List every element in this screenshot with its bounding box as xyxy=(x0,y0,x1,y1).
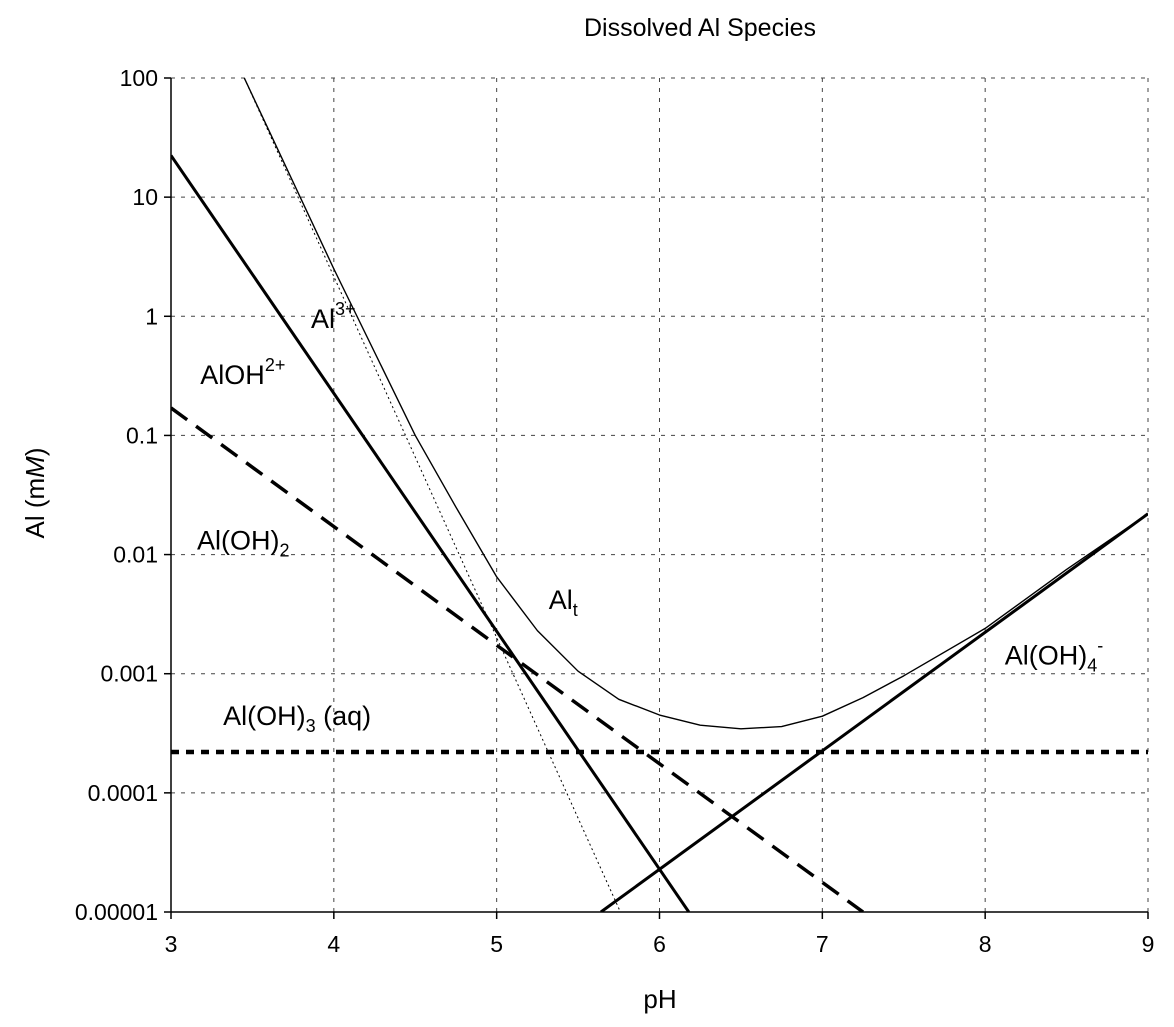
annotation-alt: Alt xyxy=(549,585,578,620)
x-tick-label: 6 xyxy=(653,931,666,957)
annotation-aloh3: Al(OH)3 (aq) xyxy=(223,701,371,736)
y-tick-label: 0.01 xyxy=(113,542,158,568)
x-tick-label: 7 xyxy=(816,931,829,957)
x-tick-label: 5 xyxy=(490,931,503,957)
series-group xyxy=(171,78,1148,912)
y-tick-label: 0.0001 xyxy=(88,780,158,806)
y-tick-label: 1 xyxy=(145,303,158,329)
x-tick-label: 4 xyxy=(327,931,340,957)
x-tick-label: 8 xyxy=(979,931,992,957)
y-tick-label: 0.00001 xyxy=(75,899,158,925)
x-tick-label: 3 xyxy=(165,931,178,957)
x-ticks: 3 4 5 6 7 8 9 xyxy=(165,912,1155,957)
annotation-aloh4: Al(OH)4- xyxy=(1005,635,1104,675)
y-ticks: 0.00001 0.0001 0.001 0.01 0.1 1 10 100 xyxy=(75,65,171,925)
annotation-aloh: AlOH2+ xyxy=(200,355,285,390)
y-axis-title: Al (mM) xyxy=(20,447,50,538)
y-tick-label: 0.001 xyxy=(100,661,158,687)
annotation-aloh2: Al(OH)2 xyxy=(197,526,290,561)
series-line-alt xyxy=(243,78,1148,730)
annotation-al3: Al3+ xyxy=(311,299,356,334)
y-tick-label: 10 xyxy=(132,184,158,210)
series-line-al-oh-4 xyxy=(599,512,1148,912)
chart-title: Dissolved Al Species xyxy=(584,14,816,42)
annotations: Al3+ AlOH2+ Al(OH)2 Alt Al(OH)4- Al(OH)3 (aq) xyxy=(197,299,1103,736)
series-line-al-oh-2 xyxy=(171,406,865,912)
y-tick-label: 0.1 xyxy=(126,422,158,448)
series-line-aloh2 xyxy=(171,154,691,912)
series-clip xyxy=(171,78,1148,912)
y-tick-label: 100 xyxy=(120,65,158,91)
grid xyxy=(171,77,1149,912)
x-tick-label: 9 xyxy=(1142,931,1155,957)
x-axis-title: pH xyxy=(643,984,676,1014)
